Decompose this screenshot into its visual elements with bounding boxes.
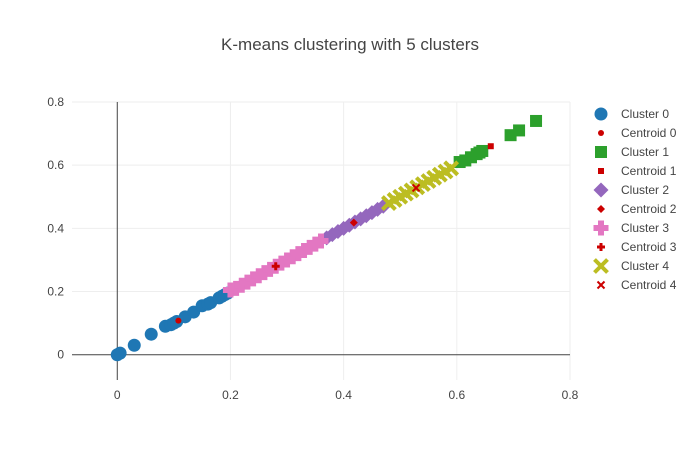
x-tick-label: 0.6: [448, 388, 465, 402]
data-point: [256, 265, 272, 281]
legend-marker: [597, 205, 605, 213]
series-centroid-3: [271, 262, 280, 271]
legend-label: Cluster 1: [621, 145, 669, 159]
legend-item[interactable]: Centroid 1: [598, 164, 677, 178]
legend-marker: [594, 107, 608, 121]
axes: [72, 102, 570, 380]
data-point: [307, 236, 323, 252]
series-centroid-1: [487, 143, 494, 150]
y-tick-label: 0.4: [47, 221, 64, 235]
series-centroid-0: [175, 317, 182, 324]
y-tick-label: 0.8: [47, 95, 64, 109]
legend-label: Centroid 2: [621, 202, 677, 216]
data-point: [228, 280, 244, 296]
data-point: [285, 249, 301, 265]
legend-label: Centroid 1: [621, 164, 677, 178]
legend-label: Centroid 0: [621, 126, 677, 140]
legend: Cluster 0 Centroid 0 Cluster 1 Centroid 1 Cl…: [593, 107, 677, 292]
data-point: [349, 218, 358, 227]
legend-item[interactable]: Cluster 4: [593, 258, 670, 274]
data-point: [175, 317, 182, 324]
y-tick-label: 0.2: [47, 285, 64, 299]
y-tick-label: 0: [57, 348, 64, 362]
data-point: [271, 262, 280, 271]
data-point: [290, 246, 306, 262]
legend-marker: [593, 220, 609, 236]
chart-title: K-means clustering with 5 clusters: [221, 35, 479, 54]
data-point: [411, 183, 421, 193]
series-centroid-4: [411, 183, 421, 193]
x-tick-label: 0.2: [222, 388, 239, 402]
legend-marker: [598, 130, 604, 136]
data-point: [530, 114, 543, 127]
data-point: [273, 255, 289, 271]
series-centroid-2: [349, 218, 358, 227]
grid: [72, 101, 571, 380]
data-point: [476, 144, 489, 157]
legend-marker: [593, 182, 609, 198]
data-point: [245, 271, 261, 287]
data-point: [513, 124, 526, 137]
series-cluster-4: [380, 160, 460, 212]
data-point: [296, 242, 312, 258]
legend-item[interactable]: Cluster 2: [593, 182, 670, 198]
legend-item[interactable]: Centroid 0: [598, 126, 677, 140]
data-point: [144, 327, 158, 341]
legend-item[interactable]: Cluster 1: [595, 145, 669, 159]
legend-marker: [597, 243, 605, 251]
legend-item[interactable]: Centroid 4: [596, 278, 677, 292]
data-point: [113, 346, 127, 360]
data-point: [279, 252, 295, 268]
legend-marker: [598, 168, 604, 174]
legend-marker: [593, 258, 609, 274]
data-point: [302, 239, 318, 255]
legend-label: Cluster 4: [621, 259, 669, 273]
data-point: [251, 268, 267, 284]
data-point: [487, 143, 494, 150]
legend-item[interactable]: Cluster 0: [594, 107, 670, 121]
legend-item[interactable]: Cluster 3: [593, 220, 670, 236]
data-point: [127, 338, 141, 352]
x-tick-label: 0: [114, 388, 121, 402]
data-point: [234, 277, 250, 293]
legend-label: Cluster 0: [621, 107, 669, 121]
data-point: [239, 274, 255, 290]
x-tick-label: 0.8: [562, 388, 579, 402]
data-point: [262, 261, 278, 277]
plot-area: [110, 114, 543, 362]
legend-marker: [595, 146, 607, 158]
legend-item[interactable]: Centroid 2: [597, 202, 677, 216]
legend-marker: [596, 280, 606, 290]
series-cluster-1: [453, 114, 543, 169]
y-tick-label: 0.6: [47, 158, 64, 172]
legend-label: Cluster 2: [621, 183, 669, 197]
legend-label: Centroid 3: [621, 240, 677, 254]
x-tick-label: 0.4: [335, 388, 352, 402]
data-point: [313, 233, 329, 249]
series-cluster-0: [110, 286, 235, 362]
tick-labels: 0 0.2 0.4 0.6 0.8 0 0.2 0.4 0.6 0.8: [47, 95, 578, 402]
legend-label: Cluster 3: [621, 221, 669, 235]
data-point: [443, 160, 460, 177]
legend-item[interactable]: Centroid 3: [597, 240, 677, 254]
legend-label: Centroid 4: [621, 278, 677, 292]
